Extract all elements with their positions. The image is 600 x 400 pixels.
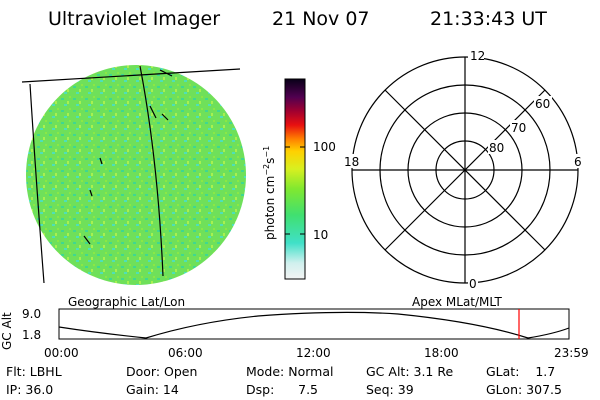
gc-alt-info: GC Alt: 3.1 Re bbox=[366, 364, 454, 379]
gain-info: Gain: 14 bbox=[126, 382, 179, 397]
colorbar-unit-label: photon cm−2s−1 bbox=[262, 145, 277, 240]
alt-ymax: 9.0 bbox=[22, 307, 42, 321]
time-tick-2359: 23:59 bbox=[554, 346, 589, 360]
dsp-info: Dsp: 7.5 bbox=[246, 382, 319, 397]
date-label: 21 Nov 07 bbox=[272, 8, 370, 30]
earth-disk bbox=[26, 65, 246, 285]
time-tick-0000: 00:00 bbox=[44, 346, 79, 360]
mode-info: Mode: Normal bbox=[246, 364, 334, 379]
mlat-label-60: 60 bbox=[535, 97, 550, 111]
ip-info: IP: 36.0 bbox=[6, 382, 54, 397]
glon-info: GLon: 307.5 bbox=[486, 382, 562, 397]
polar-plot: 12 18 6 0 60 70 80 bbox=[342, 48, 584, 291]
time-tick-0600: 06:00 bbox=[168, 346, 203, 360]
door-info: Door: Open bbox=[126, 364, 198, 379]
geographic-grid bbox=[21, 65, 241, 284]
apex-label: Apex MLat/MLT bbox=[412, 295, 502, 309]
glat-info: GLat: 1.7 bbox=[486, 364, 556, 379]
colorbar-tick-100: 100 bbox=[313, 140, 336, 154]
time-label: 21:33:43 UT bbox=[430, 8, 547, 30]
colorbar bbox=[284, 78, 306, 280]
mlt-label-18: 18 bbox=[344, 155, 359, 169]
geographic-label: Geographic Lat/Lon bbox=[68, 295, 186, 309]
alt-ymin: 1.8 bbox=[22, 328, 42, 342]
mlt-label-0: 0 bbox=[469, 277, 477, 291]
instrument-title: Ultraviolet Imager bbox=[48, 8, 221, 30]
mlat-label-70: 70 bbox=[511, 121, 526, 135]
colorbar-tick-10: 10 bbox=[313, 228, 329, 242]
gc-alt-axis-label: GC Alt bbox=[0, 312, 14, 350]
altitude-curve bbox=[58, 311, 570, 339]
mlat-label-80: 80 bbox=[489, 141, 504, 155]
time-tick-1800: 18:00 bbox=[424, 346, 459, 360]
seq-info: Seq: 39 bbox=[366, 382, 414, 397]
altitude-plot bbox=[58, 308, 570, 340]
filter-info: Flt: LBHL bbox=[6, 364, 62, 379]
mlt-label-12: 12 bbox=[470, 49, 485, 63]
time-tick-1200: 12:00 bbox=[296, 346, 331, 360]
mlt-label-6: 6 bbox=[574, 155, 582, 169]
